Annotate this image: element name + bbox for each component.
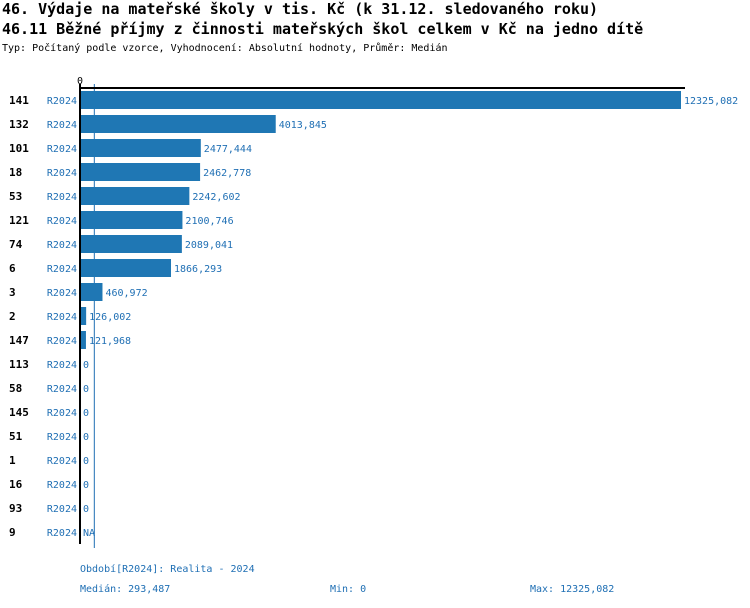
category-label: 132 [9, 118, 29, 131]
bar [80, 235, 182, 253]
category-label: 113 [9, 358, 29, 371]
value-label: 1866,293 [174, 264, 222, 275]
value-label: 2462,778 [203, 168, 251, 179]
period-label: R2024 [47, 192, 77, 203]
bar [80, 139, 201, 157]
category-label: 121 [9, 214, 29, 227]
period-label: R2024 [47, 312, 77, 323]
category-label: 16 [9, 478, 23, 491]
category-label: 1 [9, 454, 16, 467]
category-label: 101 [9, 142, 29, 155]
footer-max: Max: 12325,082 [530, 584, 615, 595]
period-label: R2024 [47, 456, 77, 467]
footer-min: Min: 0 [330, 584, 367, 595]
bar [80, 259, 172, 277]
category-label: 18 [9, 166, 22, 179]
period-label: R2024 [47, 96, 77, 107]
value-label: 0 [83, 408, 89, 419]
category-label: 74 [9, 238, 23, 251]
period-label: R2024 [47, 120, 77, 131]
category-label: 51 [9, 430, 23, 443]
bar [80, 163, 201, 181]
period-label: R2024 [47, 408, 77, 419]
value-label: 2242,602 [192, 192, 240, 203]
period-label: R2024 [47, 144, 77, 155]
period-label: R2024 [47, 288, 77, 299]
value-label: 0 [83, 432, 89, 443]
period-label: R2024 [47, 216, 77, 227]
period-label: R2024 [47, 528, 77, 539]
category-label: 3 [9, 286, 16, 299]
bar [80, 91, 681, 109]
category-label: 145 [9, 406, 29, 419]
period-label: R2024 [47, 384, 77, 395]
category-label: 58 [9, 382, 22, 395]
category-label: 9 [9, 526, 16, 539]
value-label: 2100,746 [185, 216, 233, 227]
bar [80, 307, 87, 325]
value-label: 12325,082 [684, 96, 738, 107]
period-label: R2024 [47, 264, 77, 275]
category-label: 2 [9, 310, 16, 323]
value-label: 121,968 [89, 336, 131, 347]
value-label: 0 [83, 456, 89, 467]
value-label: 2477,444 [204, 144, 252, 155]
category-label: 147 [9, 334, 29, 347]
bar [80, 187, 190, 205]
value-label: 4013,845 [279, 120, 327, 131]
category-label: 141 [9, 94, 29, 107]
value-label: 0 [83, 360, 89, 371]
value-label: 0 [83, 384, 89, 395]
value-label: NA [83, 528, 95, 539]
value-label: 126,002 [89, 312, 131, 323]
footer-period: Období[R2024]: Realita - 2024 [80, 564, 255, 575]
period-label: R2024 [47, 360, 77, 371]
x-tick-label: 0 [77, 76, 83, 87]
category-label: 6 [9, 262, 16, 275]
bar [80, 115, 276, 133]
chart-meta: Typ: Počítaný podle vzorce, Vyhodnocení:… [2, 43, 448, 54]
value-label: 2089,041 [185, 240, 233, 251]
value-label: 460,972 [105, 288, 147, 299]
category-label: 53 [9, 190, 22, 203]
period-label: R2024 [47, 168, 77, 179]
chart-subtitle: 46.11 Běžné příjmy z činnosti mateřských… [2, 20, 644, 38]
period-label: R2024 [47, 336, 77, 347]
bar [80, 331, 86, 349]
period-label: R2024 [47, 240, 77, 251]
bar [80, 211, 183, 229]
period-label: R2024 [47, 432, 77, 443]
bar [80, 283, 103, 301]
value-label: 0 [83, 504, 89, 515]
period-label: R2024 [47, 504, 77, 515]
category-label: 93 [9, 502, 22, 515]
period-label: R2024 [47, 480, 77, 491]
footer-median: Medián: 293,487 [80, 584, 171, 595]
value-label: 0 [83, 480, 89, 491]
chart-title: 46. Výdaje na mateřské školy v tis. Kč (… [2, 0, 599, 18]
